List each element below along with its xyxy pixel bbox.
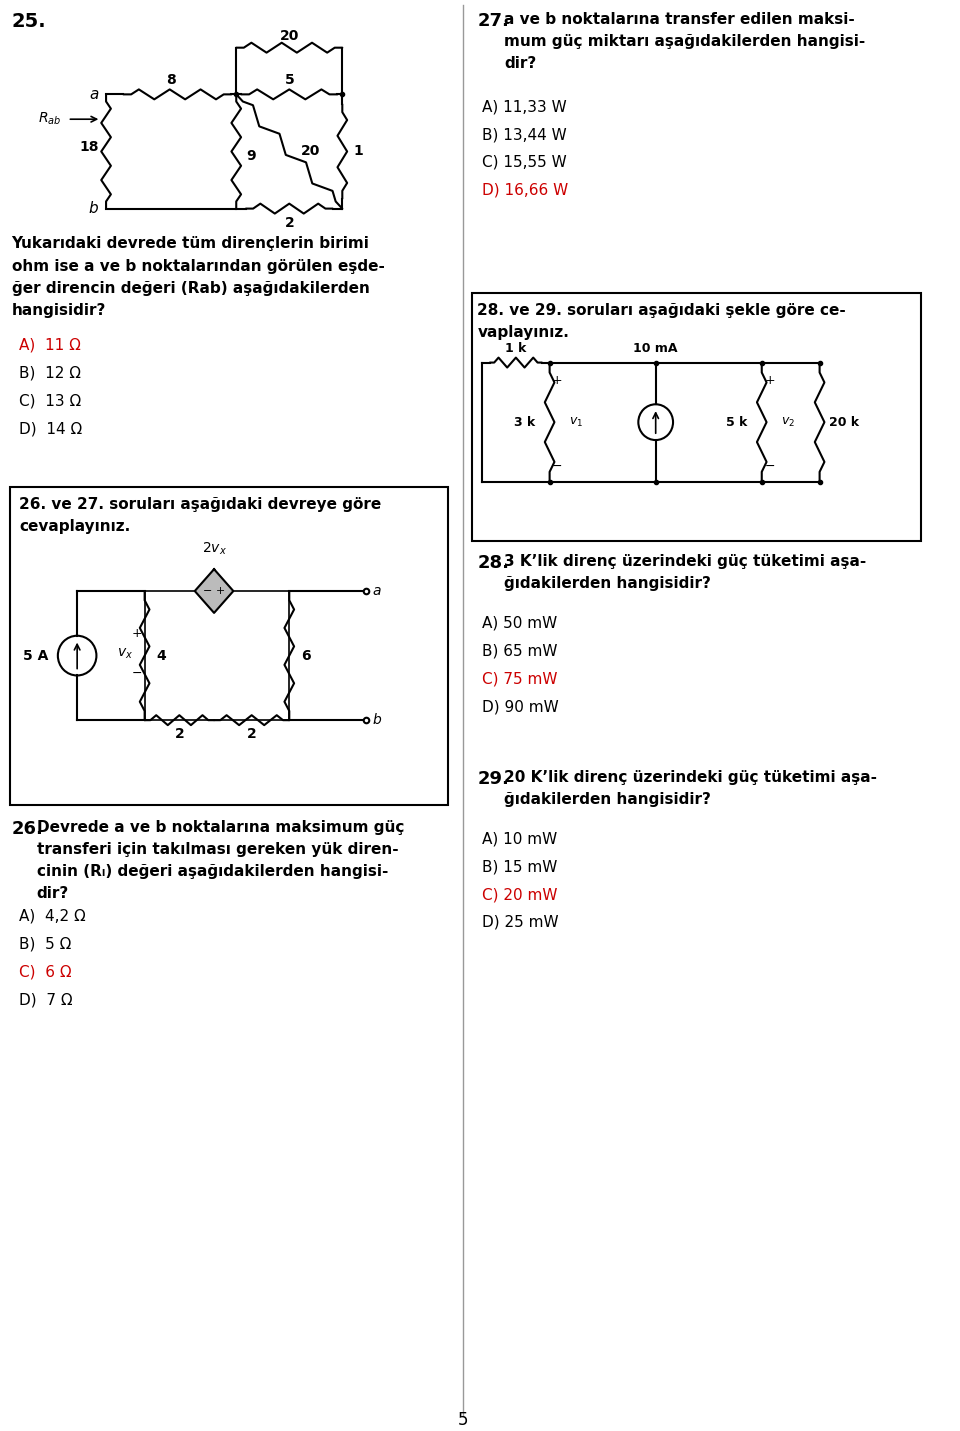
Text: a: a: [372, 584, 381, 598]
Text: D)  7 Ω: D) 7 Ω: [19, 992, 73, 1007]
Text: 3 k: 3 k: [514, 415, 535, 429]
Text: 2: 2: [175, 727, 184, 741]
Text: A)  4,2 Ω: A) 4,2 Ω: [19, 909, 86, 924]
Text: b: b: [88, 202, 98, 216]
Text: Yukarıdaki devrede tüm dirençlerin birimi
ohm ise a ve b noktalarından görülen e: Yukarıdaki devrede tüm dirençlerin birim…: [12, 236, 384, 318]
Text: C) 75 mW: C) 75 mW: [482, 671, 558, 687]
Text: 25.: 25.: [12, 11, 46, 31]
Text: D) 16,66 W: D) 16,66 W: [482, 183, 568, 197]
Text: 6: 6: [300, 648, 310, 663]
Text: 28.: 28.: [477, 554, 510, 572]
Text: D) 90 mW: D) 90 mW: [482, 700, 559, 714]
Text: 8: 8: [166, 73, 176, 87]
Text: +: +: [764, 373, 775, 386]
Bar: [472, 293, 921, 541]
Text: $v_x$: $v_x$: [117, 647, 133, 661]
Text: B)  5 Ω: B) 5 Ω: [19, 937, 72, 952]
Text: 3 K’lik direnç üzerindeki güç tüketimi aşa-
ğıdakilerden hangisidir?: 3 K’lik direnç üzerindeki güç tüketimi a…: [504, 554, 867, 591]
Text: A)  11 Ω: A) 11 Ω: [19, 338, 82, 352]
Text: 5 A: 5 A: [23, 648, 48, 663]
Text: a: a: [89, 87, 98, 102]
Text: −: −: [552, 461, 563, 474]
Text: 20: 20: [279, 29, 299, 43]
Text: 4: 4: [156, 648, 166, 663]
Text: C)  6 Ω: C) 6 Ω: [19, 964, 72, 980]
Text: B)  12 Ω: B) 12 Ω: [19, 365, 82, 381]
Text: C)  13 Ω: C) 13 Ω: [19, 394, 82, 408]
Text: $2v_x$: $2v_x$: [202, 541, 227, 557]
Text: D) 25 mW: D) 25 mW: [482, 914, 559, 930]
Text: 5 k: 5 k: [726, 415, 748, 429]
Text: 18: 18: [79, 139, 99, 153]
Text: 2: 2: [284, 216, 294, 229]
Text: 26.: 26.: [12, 820, 43, 837]
Text: 20: 20: [300, 145, 321, 159]
Text: C) 15,55 W: C) 15,55 W: [482, 155, 566, 170]
Text: 1: 1: [354, 145, 364, 159]
Text: A) 10 mW: A) 10 mW: [482, 831, 558, 846]
Text: 26. ve 27. soruları aşağıdaki devreye göre
cevaplayınız.: 26. ve 27. soruları aşağıdaki devreye gö…: [19, 497, 381, 534]
Text: 28. ve 29. soruları aşağıdaki şekle göre ce-
vaplayınız.: 28. ve 29. soruları aşağıdaki şekle göre…: [477, 303, 846, 341]
Text: −: −: [132, 667, 142, 680]
Text: $v_2$: $v_2$: [781, 415, 795, 429]
Text: 5: 5: [284, 73, 294, 87]
Text: B) 13,44 W: B) 13,44 W: [482, 127, 566, 142]
Text: 1 k: 1 k: [505, 342, 526, 355]
Text: a ve b noktalarına transfer edilen maksi-
mum güç miktarı aşağıdakilerden hangis: a ve b noktalarına transfer edilen maksi…: [504, 11, 866, 72]
Polygon shape: [195, 570, 233, 612]
Text: 20 k: 20 k: [829, 415, 859, 429]
Text: $R_{ab}$: $R_{ab}$: [38, 112, 61, 127]
Bar: [10, 487, 448, 804]
Text: 20 K’lik direnç üzerindeki güç tüketimi aşa-
ğıdakilerden hangisidir?: 20 K’lik direnç üzerindeki güç tüketimi …: [504, 770, 877, 807]
Text: D)  14 Ω: D) 14 Ω: [19, 421, 83, 436]
Text: A) 50 mW: A) 50 mW: [482, 615, 558, 631]
Text: Devrede a ve b noktalarına maksimum güç
transferi için takılması gereken yük dir: Devrede a ve b noktalarına maksimum güç …: [36, 820, 404, 902]
Text: C) 20 mW: C) 20 mW: [482, 887, 558, 902]
Bar: [145, 591, 289, 720]
Text: A) 11,33 W: A) 11,33 W: [482, 99, 566, 114]
Text: −: −: [764, 461, 775, 474]
Text: B) 65 mW: B) 65 mW: [482, 644, 558, 658]
Text: 5: 5: [458, 1411, 468, 1428]
Text: $v_1$: $v_1$: [569, 415, 583, 429]
Text: 27.: 27.: [477, 11, 509, 30]
Text: 29.: 29.: [477, 770, 509, 788]
Text: B) 15 mW: B) 15 mW: [482, 859, 558, 874]
Text: b: b: [372, 713, 381, 727]
Text: +: +: [132, 627, 142, 640]
Text: 2: 2: [247, 727, 256, 741]
Text: 9: 9: [246, 149, 255, 163]
Text: +: +: [552, 373, 563, 386]
Text: − +: − +: [203, 587, 226, 597]
Text: 10 mA: 10 mA: [634, 342, 678, 355]
